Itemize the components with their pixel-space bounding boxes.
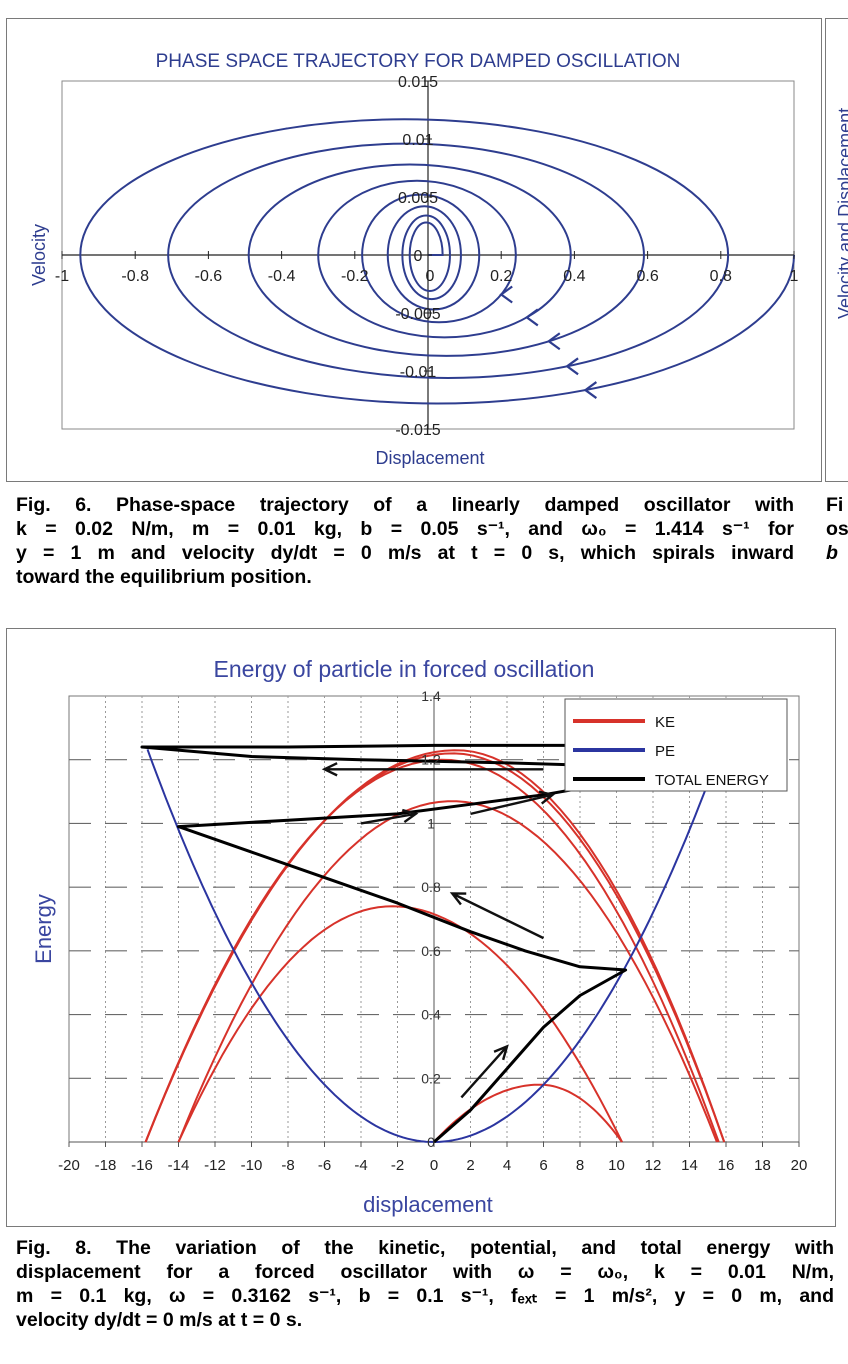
caption-line: k = 0.02 N/m, m = 0.01 kg, b = 0.05 s⁻¹,…	[16, 518, 794, 540]
caption-line: velocity dy/dt = 0 m/s at t = 0 s.	[16, 1309, 303, 1331]
y-tick-label: 0	[427, 1134, 435, 1150]
direction-arrow	[546, 332, 561, 351]
legend-label: KE	[655, 714, 675, 731]
x-tick-label: 0.8	[710, 268, 732, 285]
x-tick-label: 0	[426, 268, 435, 285]
x-tick-label: 14	[681, 1157, 698, 1174]
caption-line: Fig. 8. The variation of the kinetic, po…	[16, 1237, 834, 1259]
y-tick-label: 0.2	[421, 1070, 441, 1086]
x-tick-label: -2	[391, 1157, 404, 1174]
x-tick-label: -12	[204, 1157, 226, 1174]
x-tick-label: 16	[718, 1157, 735, 1174]
trajectory-line	[79, 118, 795, 405]
pe-curve	[146, 718, 733, 1144]
x-tick-label: -1	[55, 268, 69, 285]
caption-fragment: Fi	[826, 494, 844, 516]
direction-arrow	[499, 285, 513, 304]
y-tick-label: 0.01	[402, 132, 433, 149]
direction-arrow	[470, 790, 556, 816]
x-tick-label: 20	[791, 1157, 808, 1174]
x-tick-label: 2	[466, 1157, 474, 1174]
ke-curve	[177, 800, 718, 1143]
y-tick-label: -0.015	[395, 422, 440, 439]
x-tick-label: 4	[503, 1157, 511, 1174]
y-tick-label: 1	[427, 815, 435, 831]
x-tick-label: 6	[539, 1157, 547, 1174]
legend-label: TOTAL ENERGY	[655, 772, 769, 789]
adjacent-caption-fragment: Fi os b	[826, 493, 848, 565]
x-tick-label: -0.8	[121, 268, 149, 285]
x-tick-label: -6	[318, 1157, 331, 1174]
x-tick-label: 12	[645, 1157, 662, 1174]
legend-label: PE	[655, 743, 675, 760]
x-tick-label: -10	[241, 1157, 263, 1174]
caption-fragment: os	[826, 518, 848, 540]
caption-line: displacement for a forced oscillator wit…	[16, 1261, 834, 1283]
x-tick-label: -18	[95, 1157, 117, 1174]
y-tick-label: 0.005	[398, 190, 438, 207]
y-tick-label: -0.005	[395, 306, 440, 323]
y-tick-label: 1.2	[421, 752, 441, 768]
y-axis-label: Energy	[31, 894, 56, 964]
y-tick-label: 1.4	[421, 688, 441, 704]
x-tick-label: -20	[58, 1157, 80, 1174]
x-tick-label: 0.2	[490, 268, 512, 285]
y-tick-label: -0.01	[400, 364, 437, 381]
x-axis-label: Displacement	[375, 448, 484, 468]
x-tick-label: -16	[131, 1157, 153, 1174]
ke-curve	[177, 905, 623, 1143]
x-tick-label: 0.4	[563, 268, 585, 285]
phase-space-chart: -1 -0.8 -0.6 -0.4 -0.2 0 0.2 0.4 0.6 0.8 1 0.015 0.0…	[29, 51, 799, 468]
direction-arrow	[460, 1044, 509, 1099]
caption-line: m = 0.1 kg, ω = 0.3162 s⁻¹, b = 0.1 s⁻¹,…	[16, 1285, 834, 1307]
x-tick-label: -8	[281, 1157, 294, 1174]
y-tick-label: 0	[414, 248, 423, 265]
x-tick-label: 0	[430, 1157, 438, 1174]
direction-arrow	[583, 381, 598, 399]
direction-arrow	[321, 762, 544, 777]
x-tick-label: 0.6	[636, 268, 658, 285]
y-tick-label: 0.015	[398, 74, 438, 91]
total-energy-curve	[140, 742, 763, 1144]
ke-curve	[144, 749, 726, 1143]
direction-arrow	[449, 892, 545, 940]
direction-arrow	[565, 357, 579, 376]
y-tick-label: 0.8	[421, 879, 441, 895]
fig6-chart-panel: -1 -0.8 -0.6 -0.4 -0.2 0 0.2 0.4 0.6 0.8 1 0.015 0.0…	[6, 18, 822, 482]
x-tick-label: 10	[608, 1157, 625, 1174]
x-tick-label: -0.6	[195, 268, 223, 285]
fig8-caption: Fig. 8. The variation of the kinetic, po…	[16, 1236, 834, 1332]
fig8-chart-panel: -20 -18 -16 -14 -12 -10 -8 -6 -4 -2 0 2 4 6 8 10 12 14 16 1…	[6, 628, 836, 1227]
legend-box	[564, 698, 788, 792]
adjacent-axis-label: Velocity and Displacement	[835, 108, 848, 319]
x-tick-label: 1	[790, 268, 799, 285]
fig6-caption: Fig. 6. Phase-space trajectory of a line…	[16, 493, 794, 589]
x-tick-label: -0.4	[268, 268, 296, 285]
caption-line: y = 1 m and velocity dy/dt = 0 m/s at t …	[16, 542, 794, 564]
x-tick-label: 8	[576, 1157, 584, 1174]
x-tick-label: 18	[754, 1157, 771, 1174]
energy-chart: -20 -18 -16 -14 -12 -10 -8 -6 -4 -2 0 2 4 6 8 10 12 14 16 1…	[31, 656, 808, 1217]
x-axis-label: displacement	[363, 1192, 493, 1217]
y-tick-label: 0.4	[421, 1007, 441, 1023]
direction-arrow	[360, 808, 419, 825]
chart-title: PHASE SPACE TRAJECTORY FOR DAMPED OSCILL…	[156, 51, 681, 72]
direction-arrow	[524, 308, 539, 327]
caption-line: Fig. 6. Phase-space trajectory of a line…	[16, 494, 794, 516]
x-tick-label: -14	[168, 1157, 190, 1174]
y-tick-label: 0.6	[421, 943, 441, 959]
x-tick-label: -4	[354, 1157, 367, 1174]
caption-line: toward the equilibrium position.	[16, 566, 312, 588]
adjacent-figure-fragment: Velocity and Displacement	[825, 18, 848, 482]
chart-title: Energy of particle in forced oscillation	[214, 656, 595, 682]
y-axis-label: Velocity	[29, 224, 49, 286]
x-tick-label: -0.2	[341, 268, 369, 285]
caption-fragment: b	[826, 542, 838, 564]
